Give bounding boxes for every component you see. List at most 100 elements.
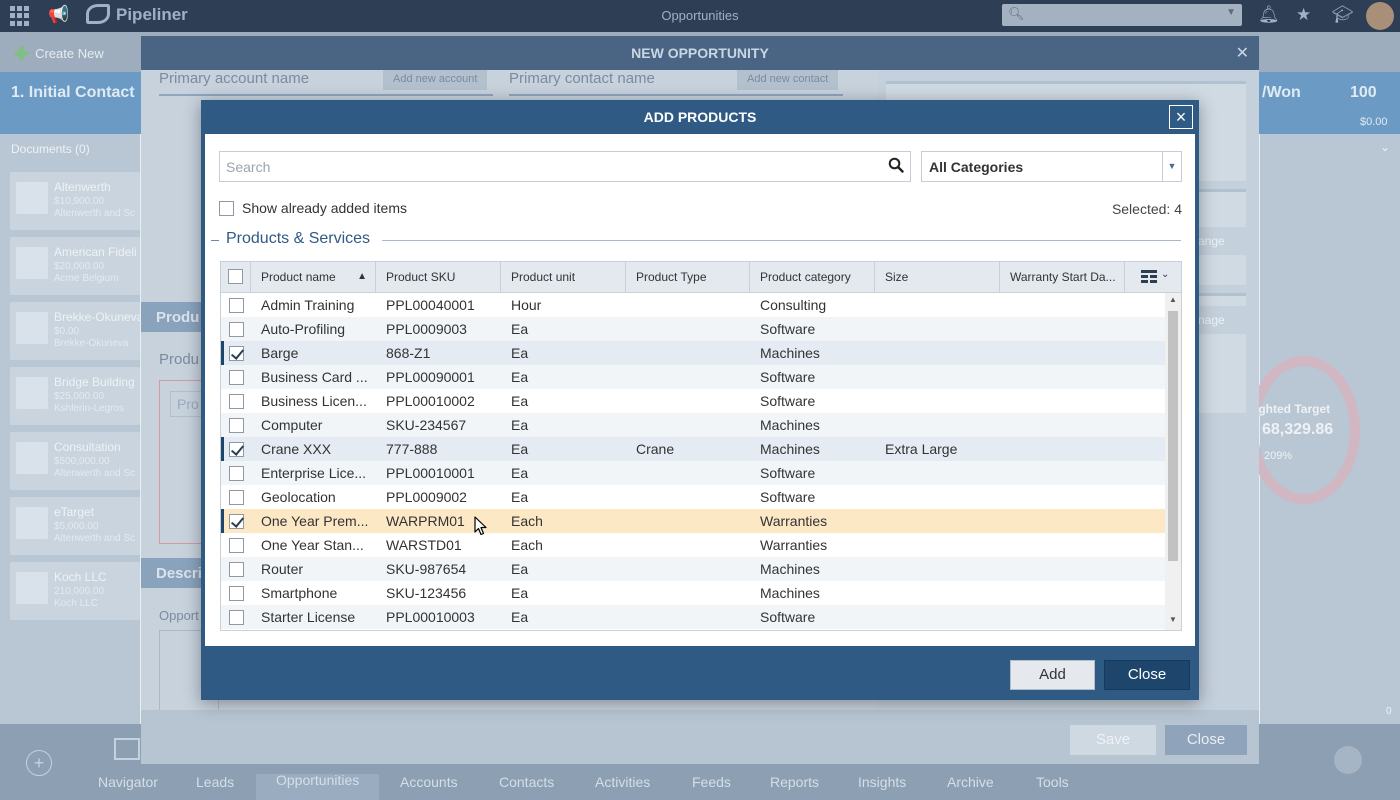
nav-insights[interactable]: Insights (858, 774, 907, 790)
cell-warranty-start-date (1000, 557, 1125, 581)
table-row[interactable]: Barge 868-Z1 Ea Machines (221, 341, 1165, 365)
products-grid: Product name ▲ Product SKU Product unit P… (220, 261, 1182, 631)
row-checkbox[interactable] (228, 322, 244, 337)
show-already-added-toggle[interactable]: Show already added items (219, 200, 407, 216)
table-row[interactable]: Admin Training PPL00040001 Hour Consulting (221, 293, 1165, 317)
nav-activities[interactable]: Activities (595, 774, 651, 790)
column-header-product-type[interactable]: Product Type (626, 262, 750, 292)
table-row[interactable]: Geolocation PPL0009002 Ea Software (221, 485, 1165, 509)
global-search-input[interactable]: 🔍︎ ▼ (1002, 4, 1242, 26)
user-avatar[interactable] (1366, 2, 1394, 30)
cell-product-name: Router (261, 561, 304, 577)
save-button[interactable]: Save (1070, 725, 1156, 755)
close-button[interactable]: Close (1165, 725, 1247, 755)
nav-opportunities[interactable]: Opportunities (256, 773, 380, 800)
apps-grid-icon[interactable] (10, 6, 30, 26)
table-row[interactable]: Business Licen... PPL00010002 Ea Software (221, 389, 1165, 413)
opportunity-card[interactable]: Consultation $500,000.00 Altenwerth and Sc (10, 432, 140, 490)
column-header-product-category[interactable]: Product category (750, 262, 875, 292)
row-checkbox[interactable] (228, 370, 244, 385)
nav-accounts[interactable]: Accounts (400, 774, 458, 790)
nav-reports[interactable]: Reports (770, 774, 820, 790)
chevron-down-icon[interactable]: ▼ (1162, 152, 1181, 181)
close-icon[interactable]: × (1169, 105, 1193, 129)
cell-product-unit: Ea (511, 609, 529, 625)
search-icon[interactable] (888, 157, 904, 173)
column-header-product-name[interactable]: Product name ▲ (251, 262, 376, 292)
show-added-checkbox[interactable] (219, 200, 234, 216)
row-checkbox[interactable] (228, 610, 244, 625)
opportunity-card[interactable]: Bridge Building $25,000.00 Kshlerin-Legros (10, 367, 140, 425)
close-icon[interactable]: ✕ (1235, 45, 1249, 62)
category-select[interactable]: All Categories ▼ (921, 151, 1182, 182)
star-icon[interactable]: ★ (1296, 5, 1312, 24)
column-chooser-button[interactable]: ⌄ (1125, 262, 1181, 292)
change-button[interactable]: ange (1194, 227, 1246, 255)
scroll-up-icon[interactable]: ▲ (1169, 295, 1177, 304)
graduation-cap-icon[interactable]: 🎓︎ (1332, 5, 1354, 24)
table-row[interactable]: Computer SKU-234567 Ea Machines (221, 413, 1165, 437)
column-header-size[interactable]: Size (875, 262, 1000, 292)
close-button[interactable]: Close (1104, 660, 1190, 690)
nav-feeds[interactable]: Feeds (692, 774, 731, 790)
select-all-checkbox[interactable] (228, 269, 243, 284)
scrollbar-thumb[interactable] (1168, 311, 1178, 561)
table-row[interactable]: Enterprise Lice... PPL00010001 Ea Software (221, 461, 1165, 485)
column-header-product-unit[interactable]: Product unit (501, 262, 626, 292)
company-logo (16, 247, 48, 279)
row-checkbox[interactable] (228, 466, 244, 481)
search-input[interactable] (220, 152, 880, 181)
row-checkbox[interactable] (228, 442, 244, 457)
row-checkbox[interactable] (228, 538, 244, 553)
table-row[interactable]: Router SKU-987654 Ea Machines (221, 557, 1165, 581)
chevron-down-icon[interactable]: ⌄ (1380, 140, 1391, 154)
column-header-warranty-start-date[interactable]: Warranty Start Da... (1000, 262, 1125, 292)
table-row[interactable]: One Year Prem... WARPRM01 Each Warranties (221, 509, 1165, 533)
opportunity-card[interactable]: eTarget $5,000.00 Altenwerth and Sc (10, 497, 140, 555)
dashboard-chart-icon[interactable] (114, 738, 140, 760)
cell-product-category: Warranties (760, 513, 828, 529)
row-checkbox[interactable] (228, 490, 244, 505)
megaphone-icon[interactable]: 📢 (48, 5, 70, 24)
cell-warranty-start-date (1000, 533, 1125, 557)
cell-warranty-start-date (1000, 509, 1125, 533)
scroll-down-icon[interactable]: ▼ (1169, 615, 1177, 624)
opportunity-card[interactable]: Altenwerth $10,900.00 Altenwerth and Sc (10, 172, 140, 230)
manage-button[interactable]: nage (1194, 306, 1246, 334)
create-new-button[interactable]: ✚ Create New (14, 44, 104, 65)
row-checkbox[interactable] (228, 562, 244, 577)
add-new-contact-button[interactable]: Add new contact (737, 70, 839, 90)
stage-won[interactable]: /Won (1262, 84, 1301, 101)
row-checkbox[interactable] (228, 346, 244, 361)
table-row[interactable]: Auto-Profiling PPL0009003 Ea Software (221, 317, 1165, 341)
microphone-icon[interactable] (1334, 746, 1362, 774)
cell-product-category: Software (760, 369, 816, 385)
nav-archive[interactable]: Archive (947, 774, 994, 790)
row-checkbox[interactable] (228, 418, 244, 433)
table-row[interactable]: One Year Stan... WARSTD01 Each Warranties (221, 533, 1165, 557)
row-checkbox[interactable] (228, 514, 244, 529)
nav-contacts[interactable]: Contacts (499, 774, 555, 790)
add-button[interactable]: Add (1010, 660, 1095, 690)
opportunity-card[interactable]: American Fideli $20,000.00 Acme Belgium (10, 237, 140, 295)
row-checkbox[interactable] (228, 586, 244, 601)
collapse-icon[interactable] (211, 240, 219, 241)
opportunity-card[interactable]: Koch LLC 210,000.00 Koch LLC (10, 562, 140, 620)
column-header-product-sku[interactable]: Product SKU (376, 262, 501, 292)
table-row[interactable]: Business Card ... PPL00090001 Ea Software (221, 365, 1165, 389)
nav-leads[interactable]: Leads (196, 774, 235, 790)
add-new-account-button[interactable]: Add new account (383, 70, 488, 90)
nav-tools[interactable]: Tools (1036, 774, 1069, 790)
table-row[interactable]: Crane XXX 777-888 Ea Crane Machines Extra Lar… (221, 437, 1165, 461)
row-checkbox[interactable] (228, 298, 244, 313)
opportunity-card[interactable]: Brekke-Okuneva $0.00 Brekke-Okuneva (10, 302, 140, 360)
vertical-scrollbar[interactable]: ▲ ▼ (1165, 293, 1181, 630)
nav-navigator[interactable]: Navigator (98, 774, 158, 790)
table-row[interactable]: Smartphone SKU-123456 Ea Machines (221, 581, 1165, 605)
add-icon[interactable]: + (26, 750, 52, 776)
row-checkbox[interactable] (228, 394, 244, 409)
stage-initial-contact[interactable]: 1. Initial Contact (11, 84, 135, 101)
table-row[interactable]: Starter License PPL00010003 Ea Software (221, 605, 1165, 629)
bell-icon[interactable]: 🔔︎ (1258, 5, 1280, 24)
cell-product-unit: Ea (511, 585, 529, 601)
